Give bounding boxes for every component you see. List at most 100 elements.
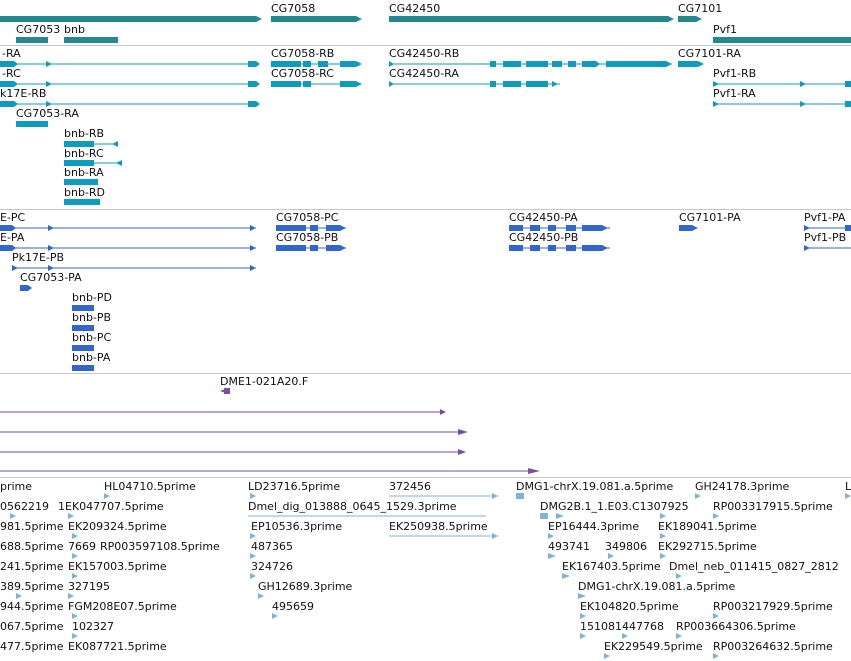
cdna-feature[interactable] [492,493,498,499]
gene-span-cg7101[interactable] [678,16,702,22]
cdna-feature[interactable] [68,593,74,599]
transcript-exon[interactable] [490,61,496,67]
cdna-feature[interactable] [622,633,628,639]
cdna-feature[interactable] [16,593,22,599]
cdna-feature[interactable] [492,533,498,539]
transcript-exon[interactable] [303,81,311,87]
cdna-feature[interactable] [72,553,78,559]
transcript-exon[interactable] [64,179,98,185]
cds-segment[interactable] [72,305,94,311]
cdna-feature[interactable] [660,533,666,539]
cdna-feature[interactable] [713,653,719,659]
cdna-feature[interactable] [548,533,554,539]
transcript-exon[interactable] [800,101,806,107]
transcript-exon[interactable] [582,61,600,67]
transcript-exon[interactable] [46,61,52,67]
gene-span-cg7058[interactable] [271,16,362,22]
cdna-feature[interactable] [540,513,548,519]
transcript-exon[interactable] [340,61,362,67]
transcript-exon[interactable] [248,81,260,87]
transcript-exon[interactable] [116,160,122,166]
cdna-feature[interactable] [660,513,666,519]
transcript-exon[interactable] [800,81,806,87]
cds-segment[interactable] [326,225,346,231]
cds-segment[interactable] [48,245,54,251]
cds-segment[interactable] [566,245,576,251]
cds-segment[interactable] [530,245,540,251]
est-feature[interactable] [458,429,468,435]
cdna-feature[interactable] [250,493,256,499]
transcript-exon[interactable] [64,199,100,205]
cds-segment[interactable] [0,245,16,251]
transcript-exon[interactable] [606,61,672,67]
cdna-feature[interactable] [562,573,570,579]
transcript-exon[interactable] [526,61,548,67]
cdna-feature[interactable] [845,493,851,499]
cdna-feature[interactable] [72,633,78,639]
cds-segment[interactable] [0,225,16,231]
cdna-feature[interactable] [258,593,264,599]
transcript-exon[interactable] [248,61,260,67]
transcript-exon[interactable] [713,81,719,87]
cds-segment[interactable] [72,365,94,371]
cdna-feature[interactable] [72,573,78,579]
cds-segment[interactable] [276,245,306,251]
transcript-exon[interactable] [340,81,362,87]
cdna-feature[interactable] [556,513,564,519]
transcript-exon[interactable] [46,101,52,107]
cds-segment[interactable] [548,245,556,251]
cds-segment[interactable] [276,225,306,231]
est-feature[interactable] [440,409,446,415]
transcript-exon[interactable] [318,61,328,67]
cdna-feature[interactable] [272,613,278,619]
cds-segment[interactable] [566,225,576,231]
transcript-exon[interactable] [271,61,301,67]
cds-segment[interactable] [72,325,94,331]
cds-segment[interactable] [530,225,540,231]
cds-segment[interactable] [12,265,18,271]
transcript-exon[interactable] [503,81,521,87]
cds-segment[interactable] [48,265,54,271]
cds-segment[interactable] [845,225,851,231]
transcript-exon[interactable] [0,81,18,87]
transcript-exon[interactable] [112,141,118,147]
cds-segment[interactable] [804,225,810,231]
cdna-feature[interactable] [676,573,682,579]
cds-segment[interactable] [326,245,346,251]
cds-segment[interactable] [310,245,318,251]
cds-segment[interactable] [250,265,256,271]
cdna-feature[interactable] [676,633,682,639]
cds-segment[interactable] [582,225,608,231]
cdna-feature[interactable] [578,593,586,599]
transcript-exon[interactable] [271,81,301,87]
cdna-feature[interactable] [250,553,256,559]
cdna-feature[interactable] [580,613,586,619]
cds-segment[interactable] [679,225,698,231]
transcript-exon[interactable] [552,81,558,87]
cds-segment[interactable] [48,225,54,231]
transcript-exon[interactable] [64,160,94,166]
cds-segment[interactable] [509,225,523,231]
cdna-feature[interactable] [580,633,586,639]
transcript-exon[interactable] [0,61,18,67]
transcript-exon[interactable] [845,81,851,87]
cdna-feature[interactable] [10,513,16,519]
cdna-feature[interactable] [604,653,610,659]
transcript-exon[interactable] [389,81,394,87]
cdna-feature[interactable] [608,553,614,559]
transcript-exon[interactable] [490,81,496,87]
cdna-feature[interactable] [713,613,719,619]
transcript-exon[interactable] [552,61,562,67]
cdna-feature[interactable] [104,493,110,499]
transcript-exon[interactable] [64,141,94,147]
transcript-exon[interactable] [0,101,18,107]
gene-span-cg42450[interactable] [389,16,674,22]
cds-segment[interactable] [804,245,810,251]
transcript-exon[interactable] [678,61,704,67]
transcript-exon[interactable] [713,101,719,107]
transcript-exon[interactable] [389,61,394,67]
cdna-feature[interactable] [250,573,256,579]
cds-segment[interactable] [250,245,256,251]
transcript-exon[interactable] [303,61,311,67]
transcript-exon[interactable] [248,101,260,107]
